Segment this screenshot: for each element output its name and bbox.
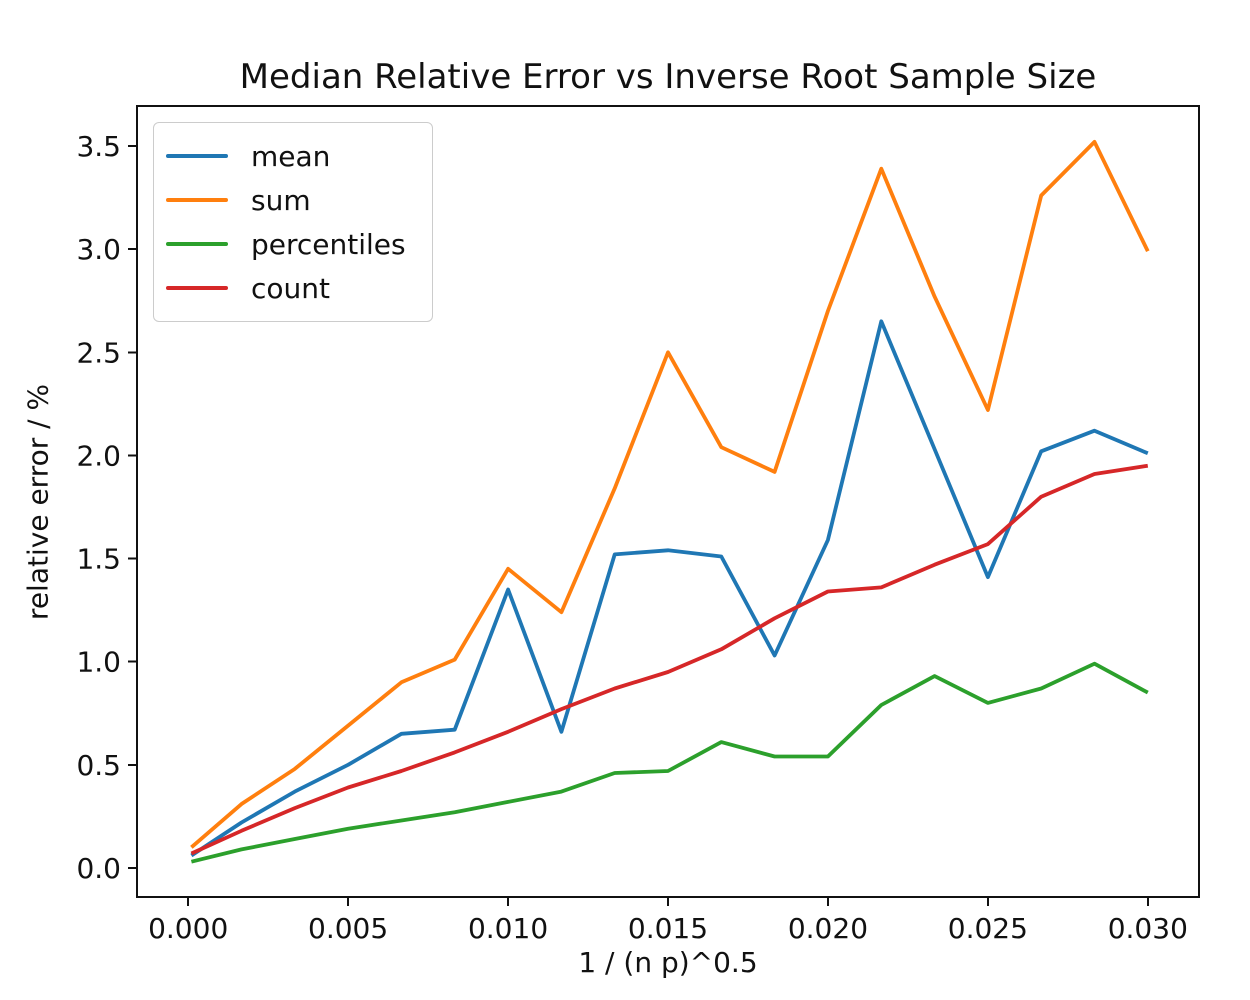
x-tick-label: 0.030 (1108, 912, 1188, 945)
x-tick-label: 0.015 (628, 912, 708, 945)
y-tick-label: 3.5 (76, 130, 121, 163)
legend-swatch-percentiles (166, 242, 228, 246)
y-tick-label: 0.5 (76, 749, 121, 782)
legend-item-percentiles: percentiles (166, 222, 406, 266)
legend-item-mean: mean (166, 134, 406, 178)
x-tick-label: 0.010 (468, 912, 548, 945)
legend-item-sum: sum (166, 178, 406, 222)
legend-swatch-mean (166, 154, 228, 158)
y-tick-label: 2.0 (76, 439, 121, 472)
y-tick-label: 1.5 (76, 543, 121, 576)
y-tick-label: 3.0 (76, 233, 121, 266)
legend-item-count: count (166, 266, 406, 310)
legend-label-mean: mean (251, 139, 331, 173)
legend: mean sum percentiles count (153, 122, 433, 322)
x-tick-label: 0.000 (148, 912, 228, 945)
legend-label-sum: sum (251, 183, 311, 217)
x-tick-label: 0.005 (308, 912, 388, 945)
y-tick-label: 2.5 (76, 336, 121, 369)
legend-label-percentiles: percentiles (251, 227, 406, 261)
line-percentiles (190, 661, 1149, 864)
chart-title: Median Relative Error vs Inverse Root Sa… (239, 57, 1097, 97)
x-axis-label: 1 / (n p)^0.5 (578, 946, 758, 979)
y-tick-label: 0.0 (76, 852, 121, 885)
legend-label-count: count (251, 271, 330, 305)
legend-swatch-count (166, 286, 228, 290)
x-tick-label: 0.020 (788, 912, 868, 945)
line-sum (190, 139, 1150, 849)
y-tick-label: 1.0 (76, 646, 121, 679)
line-mean (190, 319, 1149, 858)
legend-swatch-sum (166, 198, 228, 202)
x-tick-label: 0.025 (948, 912, 1028, 945)
line-count (190, 463, 1149, 856)
plot-spines (136, 105, 1200, 898)
